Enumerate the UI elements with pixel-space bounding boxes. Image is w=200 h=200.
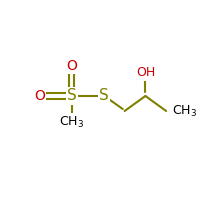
Text: S: S xyxy=(67,88,77,104)
Text: CH$_3$: CH$_3$ xyxy=(172,103,197,119)
Text: OH: OH xyxy=(136,66,155,79)
Text: O: O xyxy=(66,59,77,73)
Text: S: S xyxy=(99,88,109,104)
Text: CH$_3$: CH$_3$ xyxy=(59,114,84,130)
Text: O: O xyxy=(34,89,45,103)
